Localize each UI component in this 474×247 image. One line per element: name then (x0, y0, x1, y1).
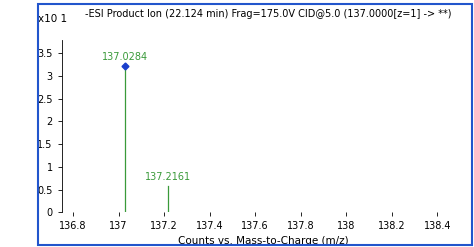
Text: -ESI Product Ion (22.124 min) Frag=175.0V CID@5.0 (137.0000[z=1] -> **): -ESI Product Ion (22.124 min) Frag=175.0… (85, 9, 452, 19)
Text: 137.2161: 137.2161 (145, 172, 191, 182)
X-axis label: Counts vs. Mass-to-Charge (m/z): Counts vs. Mass-to-Charge (m/z) (178, 236, 348, 246)
Text: x10 1: x10 1 (38, 14, 67, 23)
Text: 137.0284: 137.0284 (102, 52, 148, 62)
